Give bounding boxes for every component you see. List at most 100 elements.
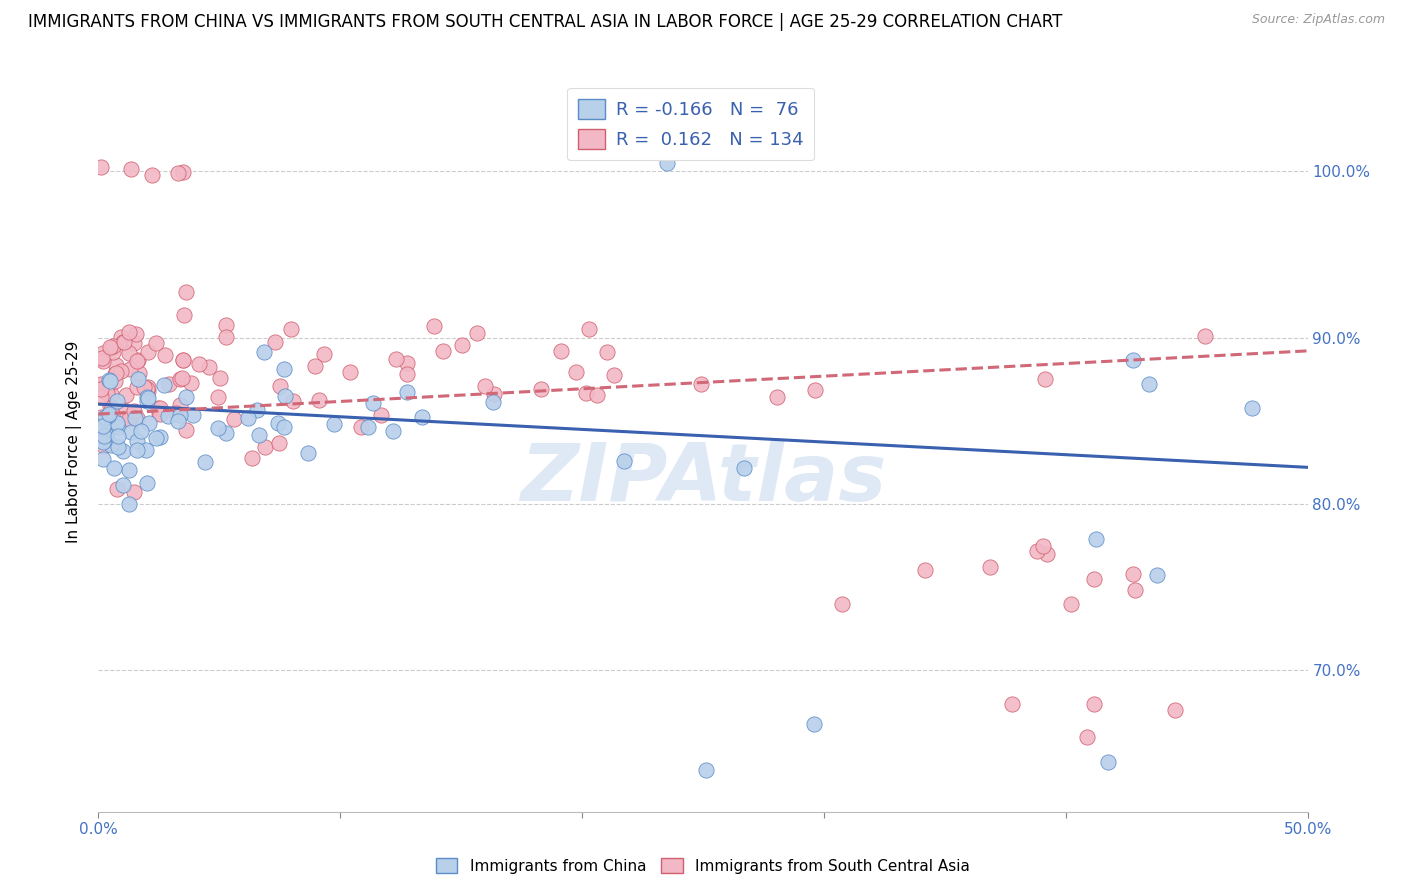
Point (1060, 597, 1083, 611)
Legend: R = -0.166   N =  76, R =  0.162   N = 134: R = -0.166 N = 76, R = 0.162 N = 134 (567, 87, 814, 161)
Point (146, 401, 169, 416)
Point (914, 564, 936, 578)
Point (127, 353, 149, 368)
Point (482, 386, 505, 401)
Point (465, 326, 488, 340)
Point (1123, 583, 1146, 598)
Point (107, 440, 129, 454)
Point (90, 376, 112, 391)
Point (100, 403, 122, 417)
Point (370, 408, 392, 422)
Point (215, 329, 238, 343)
Point (135, 476, 157, 491)
Point (90, 382, 112, 396)
Point (613, 454, 636, 468)
Point (104, 375, 127, 389)
Point (1240, 401, 1263, 416)
Point (98, 373, 121, 387)
Point (247, 428, 270, 442)
Point (136, 382, 159, 396)
Point (173, 308, 195, 322)
Point (96, 380, 118, 394)
Point (1076, 730, 1098, 744)
Point (104, 366, 127, 380)
Point (1164, 703, 1187, 717)
Point (103, 339, 125, 353)
Point (93, 354, 115, 368)
Point (94, 409, 117, 424)
Point (215, 318, 238, 333)
Point (831, 597, 853, 611)
Point (578, 322, 600, 336)
Point (96, 433, 118, 447)
Point (93, 428, 115, 442)
Point (153, 348, 176, 362)
Point (125, 380, 148, 394)
Point (169, 398, 191, 412)
Point (138, 384, 160, 398)
Point (655, 156, 678, 170)
Point (246, 403, 269, 417)
Point (1085, 532, 1108, 546)
Point (1137, 376, 1160, 391)
Point (169, 372, 191, 386)
Point (1146, 568, 1168, 582)
Point (90, 351, 112, 366)
Point (98, 341, 121, 355)
Point (96, 409, 118, 424)
Point (91, 418, 114, 433)
Point (93, 439, 115, 453)
Point (96, 427, 118, 442)
Point (165, 406, 187, 420)
Point (107, 429, 129, 443)
Point (274, 389, 297, 403)
Point (450, 338, 472, 352)
Point (136, 392, 159, 406)
Point (94, 382, 117, 396)
Point (118, 325, 141, 339)
Point (111, 334, 134, 349)
Point (550, 344, 572, 359)
Point (208, 371, 231, 385)
Point (110, 329, 132, 343)
Point (169, 408, 191, 422)
Point (96, 425, 118, 439)
Point (207, 421, 229, 435)
Point (128, 367, 150, 381)
Point (339, 365, 361, 379)
Point (236, 411, 259, 425)
Point (314, 347, 336, 361)
Point (91, 434, 114, 449)
Point (107, 419, 129, 434)
Point (125, 353, 148, 368)
Point (1194, 329, 1216, 343)
Point (145, 336, 167, 351)
Point (385, 351, 408, 366)
Point (118, 362, 141, 376)
Point (267, 435, 290, 450)
Point (803, 384, 825, 398)
Point (432, 344, 454, 359)
Point (101, 345, 124, 359)
Point (167, 166, 190, 180)
Point (157, 409, 180, 423)
Point (112, 334, 135, 349)
Text: ZIPAtlas: ZIPAtlas (520, 440, 886, 517)
Point (98, 399, 121, 413)
Point (96, 385, 118, 400)
Point (91, 434, 114, 448)
Point (91, 351, 114, 365)
Point (124, 335, 146, 350)
Point (530, 382, 553, 396)
Point (1032, 539, 1054, 553)
Point (149, 408, 172, 422)
Point (766, 390, 789, 404)
Point (176, 390, 198, 404)
Point (120, 409, 142, 424)
Point (297, 446, 319, 460)
Point (91, 378, 114, 392)
Point (183, 408, 205, 422)
Point (273, 362, 295, 376)
Point (322, 417, 344, 431)
Point (482, 395, 505, 409)
